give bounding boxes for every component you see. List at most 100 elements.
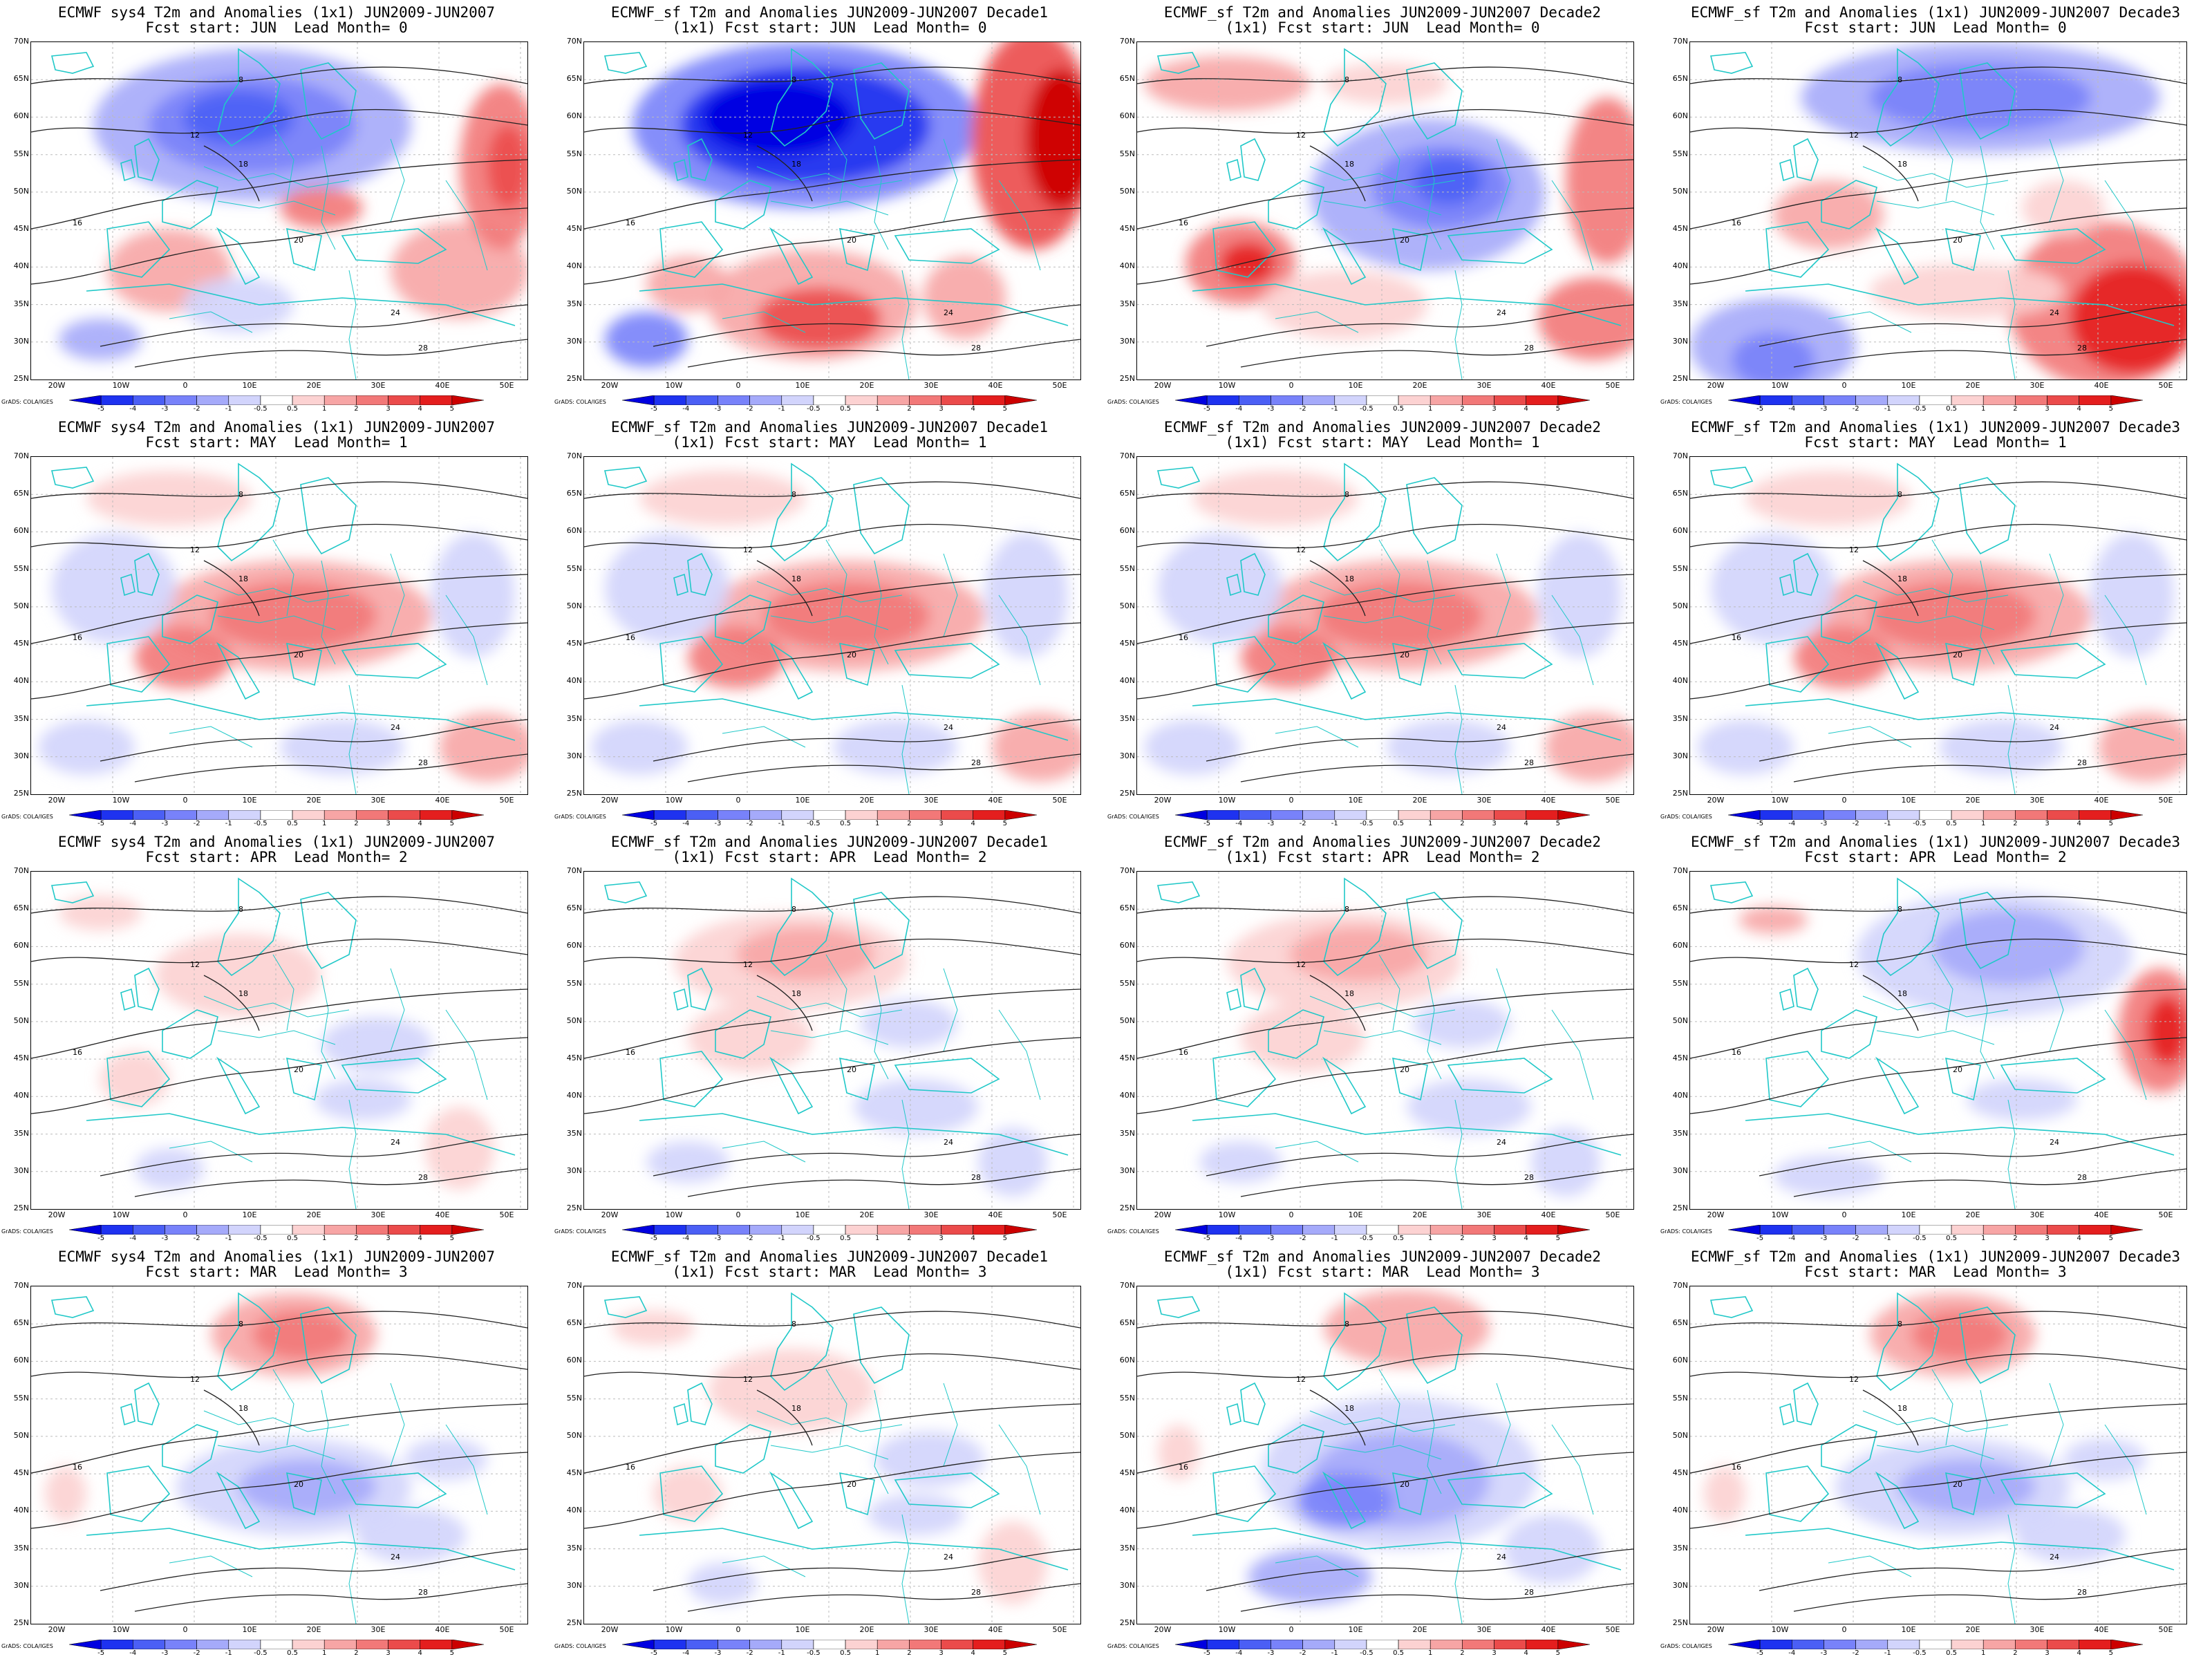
longitude-label: 30E (2030, 796, 2045, 805)
colorbar-swatch (2015, 395, 2047, 405)
colorbar-swatch (877, 1640, 910, 1649)
latitude-label: 30N (13, 1580, 29, 1590)
panel-subtitle: Fcst start: APR Lead Month= 2 (1804, 849, 2067, 865)
isotherm-contour (1690, 109, 2186, 134)
colorbar (1175, 810, 1590, 820)
anomaly-shading (425, 1107, 494, 1190)
colorbar-swatch (877, 395, 910, 405)
coastline (1765, 1465, 1830, 1522)
country-border (203, 995, 350, 1018)
grads-credit: GrADS: COLA/IGES (554, 814, 606, 820)
colorbar-tick-label: -0.5 (807, 820, 821, 827)
coastline (1212, 221, 1277, 278)
longitude-label: 20E (859, 1210, 874, 1219)
longitude-label: 20E (306, 796, 321, 805)
latitude-label: 60N (566, 1356, 582, 1365)
contour-label: 24 (2050, 723, 2059, 732)
longitude-label: 20W (48, 381, 66, 390)
colorbar-tick-label: 3 (939, 820, 944, 827)
isotherm-contour (756, 1389, 813, 1446)
grads-credit: GrADS: COLA/IGES (1, 814, 53, 820)
latitude-label: 60N (13, 941, 29, 950)
country-border (722, 1141, 806, 1163)
coastline (1322, 641, 1367, 700)
colorbar-tick-label: -5 (1203, 1235, 1211, 1242)
colorbar-tick-label: -0.5 (1360, 820, 1374, 827)
longitude-label: 30E (371, 1625, 386, 1634)
country-border (272, 1369, 294, 1446)
colorbar-swatch (686, 395, 718, 405)
grads-credit: GrADS: COLA/IGES (554, 399, 606, 405)
colorbar-tick-label: 3 (1492, 820, 1497, 827)
colorbar-swatch (686, 810, 718, 820)
country-border (1876, 200, 1995, 216)
colorbar-swatch (69, 395, 102, 405)
contour-label: 24 (2050, 1138, 2059, 1147)
latitude-label: 60N (1119, 111, 1135, 121)
colorbar-swatch (1919, 1225, 1952, 1235)
country-border (1427, 145, 1442, 250)
anomaly-shading (183, 91, 294, 146)
coastline (894, 643, 1000, 679)
contour-label: 16 (626, 633, 635, 642)
anomaly-shading (1794, 626, 1891, 688)
colorbar-tick-label: -5 (650, 820, 658, 827)
colorbar-tick-label: -3 (1267, 405, 1275, 413)
colorbar (69, 1640, 484, 1649)
coastline (1391, 1057, 1428, 1101)
latitude-label: 40N (566, 261, 582, 271)
longitude-label: 40E (1541, 1210, 1556, 1219)
isotherm-contour (756, 145, 813, 202)
coastline (1226, 988, 1241, 1011)
anomaly-map: 8 12 16 20 24 28 18 (583, 41, 1081, 380)
colorbar-tick-label: 4 (418, 1649, 422, 1657)
colorbar-swatch (1919, 1640, 1952, 1649)
longitude-label: 20W (601, 1210, 619, 1219)
latitude-label: 70N (13, 451, 29, 460)
country-border (825, 1369, 847, 1446)
grads-credit: GrADS: COLA/IGES (1107, 399, 1159, 405)
colorbar-swatch (2015, 1640, 2047, 1649)
contour-label: 18 (791, 989, 801, 998)
contour-label: 18 (1344, 1404, 1354, 1413)
colorbar-swatch (1887, 1640, 1920, 1649)
coastline (770, 1292, 834, 1391)
country-border (2049, 1382, 2064, 1467)
anomaly-map: 8 12 16 20 24 28 18 (1136, 456, 1634, 795)
coastline (120, 158, 135, 182)
colorbar-tick-label: -5 (1756, 405, 1764, 413)
isotherm-contour (584, 1403, 1080, 1474)
colorbar-swatch (1334, 395, 1367, 405)
isotherm-contour (1309, 560, 1366, 617)
latitude-label: 25N (1119, 789, 1135, 798)
colorbar-tick-label: -5 (1756, 820, 1764, 827)
country-border (874, 1389, 889, 1494)
contour-label: 28 (418, 344, 428, 353)
colorbar-swatch (718, 395, 750, 405)
colorbar-tick-label: -5 (650, 1649, 658, 1657)
isotherm-contour (687, 753, 1080, 782)
longitude-label: 20E (1965, 1210, 1980, 1219)
colorbar-tick-label: 2 (354, 405, 359, 413)
colorbar-tick-label: 5 (2108, 405, 2114, 413)
colorbar-swatch (1983, 810, 2016, 820)
anomaly-shading (1289, 927, 1427, 982)
colorbar-swatch (909, 395, 941, 405)
colorbar-swatch (2110, 810, 2143, 820)
country-border (998, 1009, 1041, 1100)
latitude-label: 35N (1672, 1128, 1688, 1138)
latitude-label: 65N (1119, 489, 1135, 498)
colorbar-tick-label: 3 (2045, 405, 2050, 413)
isotherm-contour (134, 1168, 527, 1197)
coastline (1447, 1058, 1553, 1094)
contour-label: 8 (1344, 905, 1349, 914)
coastline (1875, 641, 1920, 700)
country-border (2104, 180, 2147, 271)
longitude-label: 30E (1477, 1210, 1492, 1219)
longitude-label: 20W (601, 796, 619, 805)
anomaly-shading (1296, 1473, 1393, 1528)
longitude-label: 10E (242, 796, 257, 805)
latitude-label: 70N (1672, 451, 1688, 460)
isotherm-contour (1690, 66, 2186, 84)
latitude-label: 70N (13, 1281, 29, 1290)
